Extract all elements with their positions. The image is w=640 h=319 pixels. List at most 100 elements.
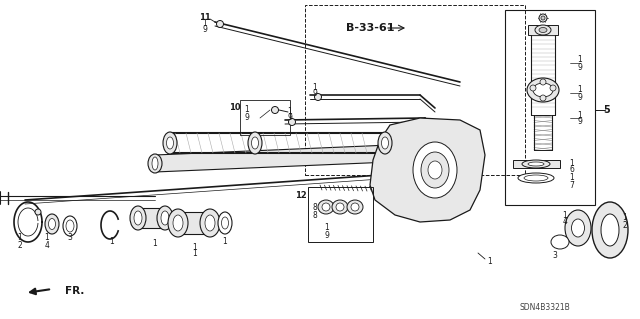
Ellipse shape — [421, 152, 449, 188]
Text: 9: 9 — [287, 114, 292, 122]
Bar — [240, 100, 290, 135]
Ellipse shape — [218, 212, 232, 234]
Text: 1: 1 — [563, 211, 568, 219]
Circle shape — [541, 16, 545, 20]
Ellipse shape — [381, 137, 388, 149]
Text: 1: 1 — [109, 238, 115, 247]
Ellipse shape — [173, 215, 183, 231]
Ellipse shape — [601, 214, 619, 246]
Ellipse shape — [527, 78, 559, 102]
Ellipse shape — [535, 25, 551, 35]
Text: 2: 2 — [623, 220, 627, 229]
Text: 1: 1 — [287, 108, 292, 116]
Polygon shape — [155, 141, 475, 172]
Polygon shape — [370, 118, 485, 222]
Ellipse shape — [533, 83, 553, 97]
Text: 9: 9 — [203, 25, 207, 33]
Text: 3: 3 — [68, 234, 72, 242]
Polygon shape — [531, 35, 555, 115]
Polygon shape — [178, 212, 210, 234]
Text: 1: 1 — [45, 234, 49, 242]
Ellipse shape — [428, 161, 442, 179]
Ellipse shape — [347, 200, 363, 214]
Text: 8: 8 — [312, 204, 317, 212]
Ellipse shape — [200, 209, 220, 237]
Ellipse shape — [318, 200, 334, 214]
Bar — [308, 187, 373, 242]
Circle shape — [314, 93, 321, 100]
Text: 1: 1 — [223, 238, 227, 247]
Text: 1: 1 — [152, 239, 157, 248]
Ellipse shape — [572, 219, 584, 237]
Ellipse shape — [63, 216, 77, 236]
Text: 1: 1 — [193, 243, 197, 253]
Circle shape — [289, 118, 296, 125]
Ellipse shape — [518, 173, 554, 183]
Text: 1: 1 — [578, 56, 582, 64]
Text: 4: 4 — [563, 218, 568, 226]
Ellipse shape — [248, 132, 262, 154]
Text: 9: 9 — [577, 93, 582, 101]
Polygon shape — [513, 160, 560, 168]
Ellipse shape — [161, 211, 169, 225]
Text: 1: 1 — [244, 106, 250, 115]
Text: 1: 1 — [18, 234, 22, 242]
Ellipse shape — [551, 235, 569, 249]
Ellipse shape — [351, 203, 359, 211]
Text: 1: 1 — [578, 110, 582, 120]
Ellipse shape — [168, 209, 188, 237]
Text: 9: 9 — [577, 117, 582, 127]
Polygon shape — [528, 25, 558, 35]
Ellipse shape — [66, 220, 74, 232]
Polygon shape — [534, 115, 552, 150]
Polygon shape — [138, 208, 165, 228]
Ellipse shape — [152, 157, 158, 170]
Ellipse shape — [163, 132, 177, 154]
Text: B-33-61: B-33-61 — [346, 23, 394, 33]
Text: 3: 3 — [552, 250, 557, 259]
Circle shape — [540, 79, 546, 85]
Text: 1: 1 — [312, 83, 317, 92]
Ellipse shape — [322, 203, 330, 211]
Ellipse shape — [45, 214, 59, 234]
Ellipse shape — [157, 206, 173, 230]
Ellipse shape — [130, 206, 146, 230]
Text: 1: 1 — [203, 19, 207, 27]
Text: 1: 1 — [570, 174, 574, 182]
Circle shape — [530, 85, 536, 91]
Text: 4: 4 — [45, 241, 49, 249]
Circle shape — [539, 14, 547, 22]
Ellipse shape — [539, 27, 547, 33]
Circle shape — [35, 209, 41, 215]
Ellipse shape — [148, 154, 162, 173]
Ellipse shape — [221, 217, 228, 229]
Ellipse shape — [205, 215, 215, 231]
Text: FR.: FR. — [65, 286, 84, 296]
Ellipse shape — [252, 137, 259, 149]
Ellipse shape — [336, 203, 344, 211]
Ellipse shape — [49, 219, 56, 229]
Ellipse shape — [592, 202, 628, 258]
Text: 1: 1 — [578, 85, 582, 94]
Text: 9: 9 — [244, 113, 250, 122]
Text: 7: 7 — [570, 181, 575, 189]
Circle shape — [216, 20, 223, 27]
Ellipse shape — [166, 137, 173, 149]
Text: 8: 8 — [312, 211, 317, 220]
Ellipse shape — [528, 162, 544, 166]
Text: SDN4B3321B: SDN4B3321B — [520, 303, 570, 313]
Text: 12: 12 — [295, 191, 307, 201]
Text: 2: 2 — [18, 241, 22, 249]
Ellipse shape — [413, 142, 457, 198]
Ellipse shape — [332, 200, 348, 214]
Ellipse shape — [524, 175, 548, 181]
Circle shape — [271, 107, 278, 114]
Text: 10: 10 — [229, 103, 241, 113]
Ellipse shape — [565, 210, 591, 246]
Text: 1: 1 — [623, 213, 627, 222]
Text: 9: 9 — [324, 231, 330, 240]
Bar — [305, 5, 525, 175]
Text: 1: 1 — [488, 257, 492, 266]
Bar — [505, 10, 595, 205]
Text: 1: 1 — [570, 159, 574, 167]
